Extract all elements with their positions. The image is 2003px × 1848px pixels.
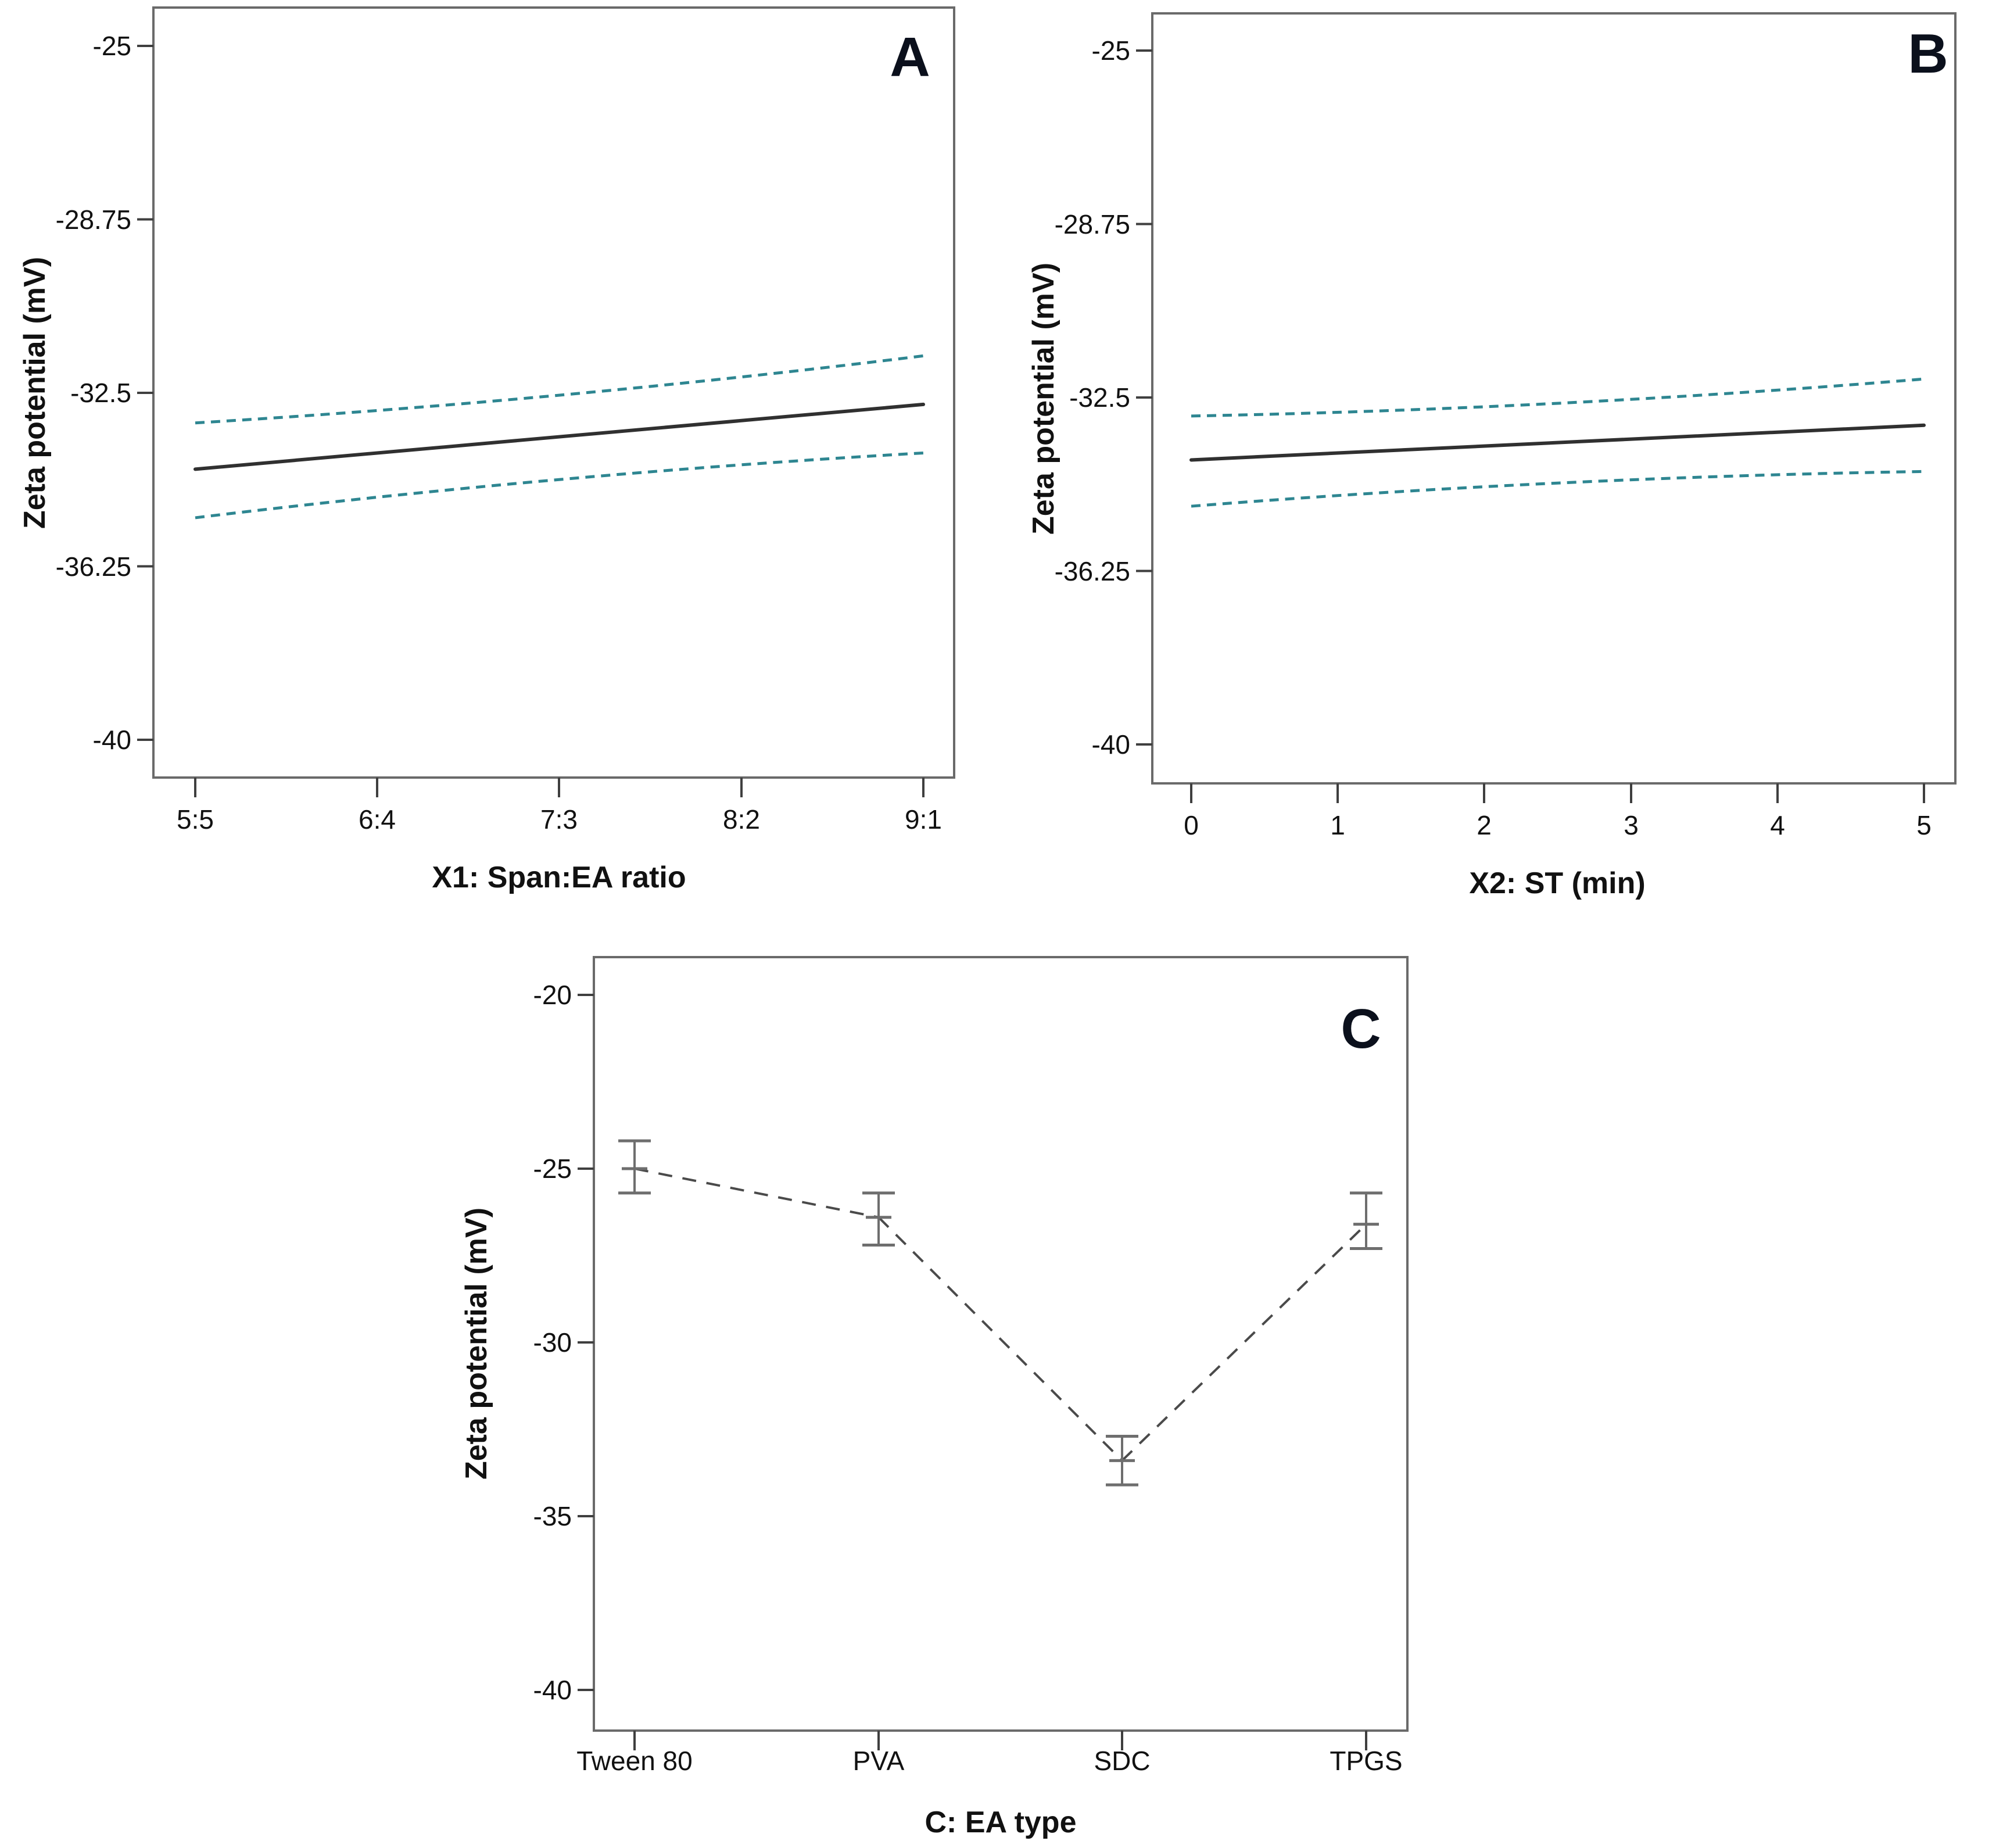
y-tick-label-C: -25 <box>533 1154 572 1184</box>
connector-line-C <box>1121 1223 1367 1462</box>
x-tick-label-B: 4 <box>1770 810 1785 840</box>
x-tick-label-A: 6:4 <box>359 804 396 835</box>
y-tick-label-C: -20 <box>533 980 572 1010</box>
y-tick-label-C: -35 <box>533 1501 572 1531</box>
y-tick-label-A: -25 <box>92 31 131 61</box>
y-tick-label-A: -36.25 <box>55 551 131 582</box>
y-tick-label-C: -40 <box>533 1675 572 1705</box>
x-axis-title-A: X1: Span:EA ratio <box>432 861 686 894</box>
x-tick-label-B: 5 <box>1916 810 1932 840</box>
y-tick-label-A: -40 <box>92 725 131 755</box>
x-tick-label-C: PVA <box>852 1746 905 1776</box>
y-tick-label-B: -25 <box>1091 35 1130 66</box>
x-tick-label-A: 9:1 <box>905 804 942 835</box>
mean-line-B <box>1189 423 1926 462</box>
x-tick-label-B: 1 <box>1330 810 1345 840</box>
x-tick-label-A: 8:2 <box>723 804 760 835</box>
y-tick-label-B: -40 <box>1091 729 1130 760</box>
connector-line-C <box>634 1167 879 1219</box>
x-axis-title-B: X2: ST (min) <box>1469 866 1646 900</box>
connector-line-C <box>877 1216 1123 1462</box>
panel-label-C: C <box>1341 998 1381 1060</box>
x-tick-label-C: SDC <box>1094 1746 1151 1776</box>
x-axis-title-C: C: EA type <box>925 1806 1077 1839</box>
y-tick-label-C: -30 <box>533 1327 572 1358</box>
y-tick-label-A: -32.5 <box>70 378 131 408</box>
y-tick-label-A: -28.75 <box>55 204 131 235</box>
y-tick-label-B: -32.5 <box>1069 382 1130 413</box>
ci-lower-line-A <box>195 451 924 520</box>
x-tick-label-C: TPGS <box>1330 1746 1403 1776</box>
y-tick-label-B: -36.25 <box>1054 556 1130 586</box>
x-tick-label-B: 0 <box>1184 810 1199 840</box>
x-tick-label-B: 2 <box>1477 810 1492 840</box>
ci-upper-line-B <box>1191 377 1925 418</box>
x-tick-label-C: Tween 80 <box>576 1746 693 1776</box>
ci-lower-line-B <box>1191 470 1925 508</box>
panel-C-box <box>593 956 1409 1732</box>
panel-label-A: A <box>890 26 930 88</box>
mean-line-A <box>194 402 925 471</box>
x-tick-label-A: 7:3 <box>540 804 578 835</box>
ci-upper-line-A <box>195 354 924 425</box>
x-tick-label-A: 5:5 <box>177 804 214 835</box>
y-tick-label-B: -28.75 <box>1054 209 1130 239</box>
panel-label-B: B <box>1908 23 1948 85</box>
x-tick-label-B: 3 <box>1624 810 1639 840</box>
